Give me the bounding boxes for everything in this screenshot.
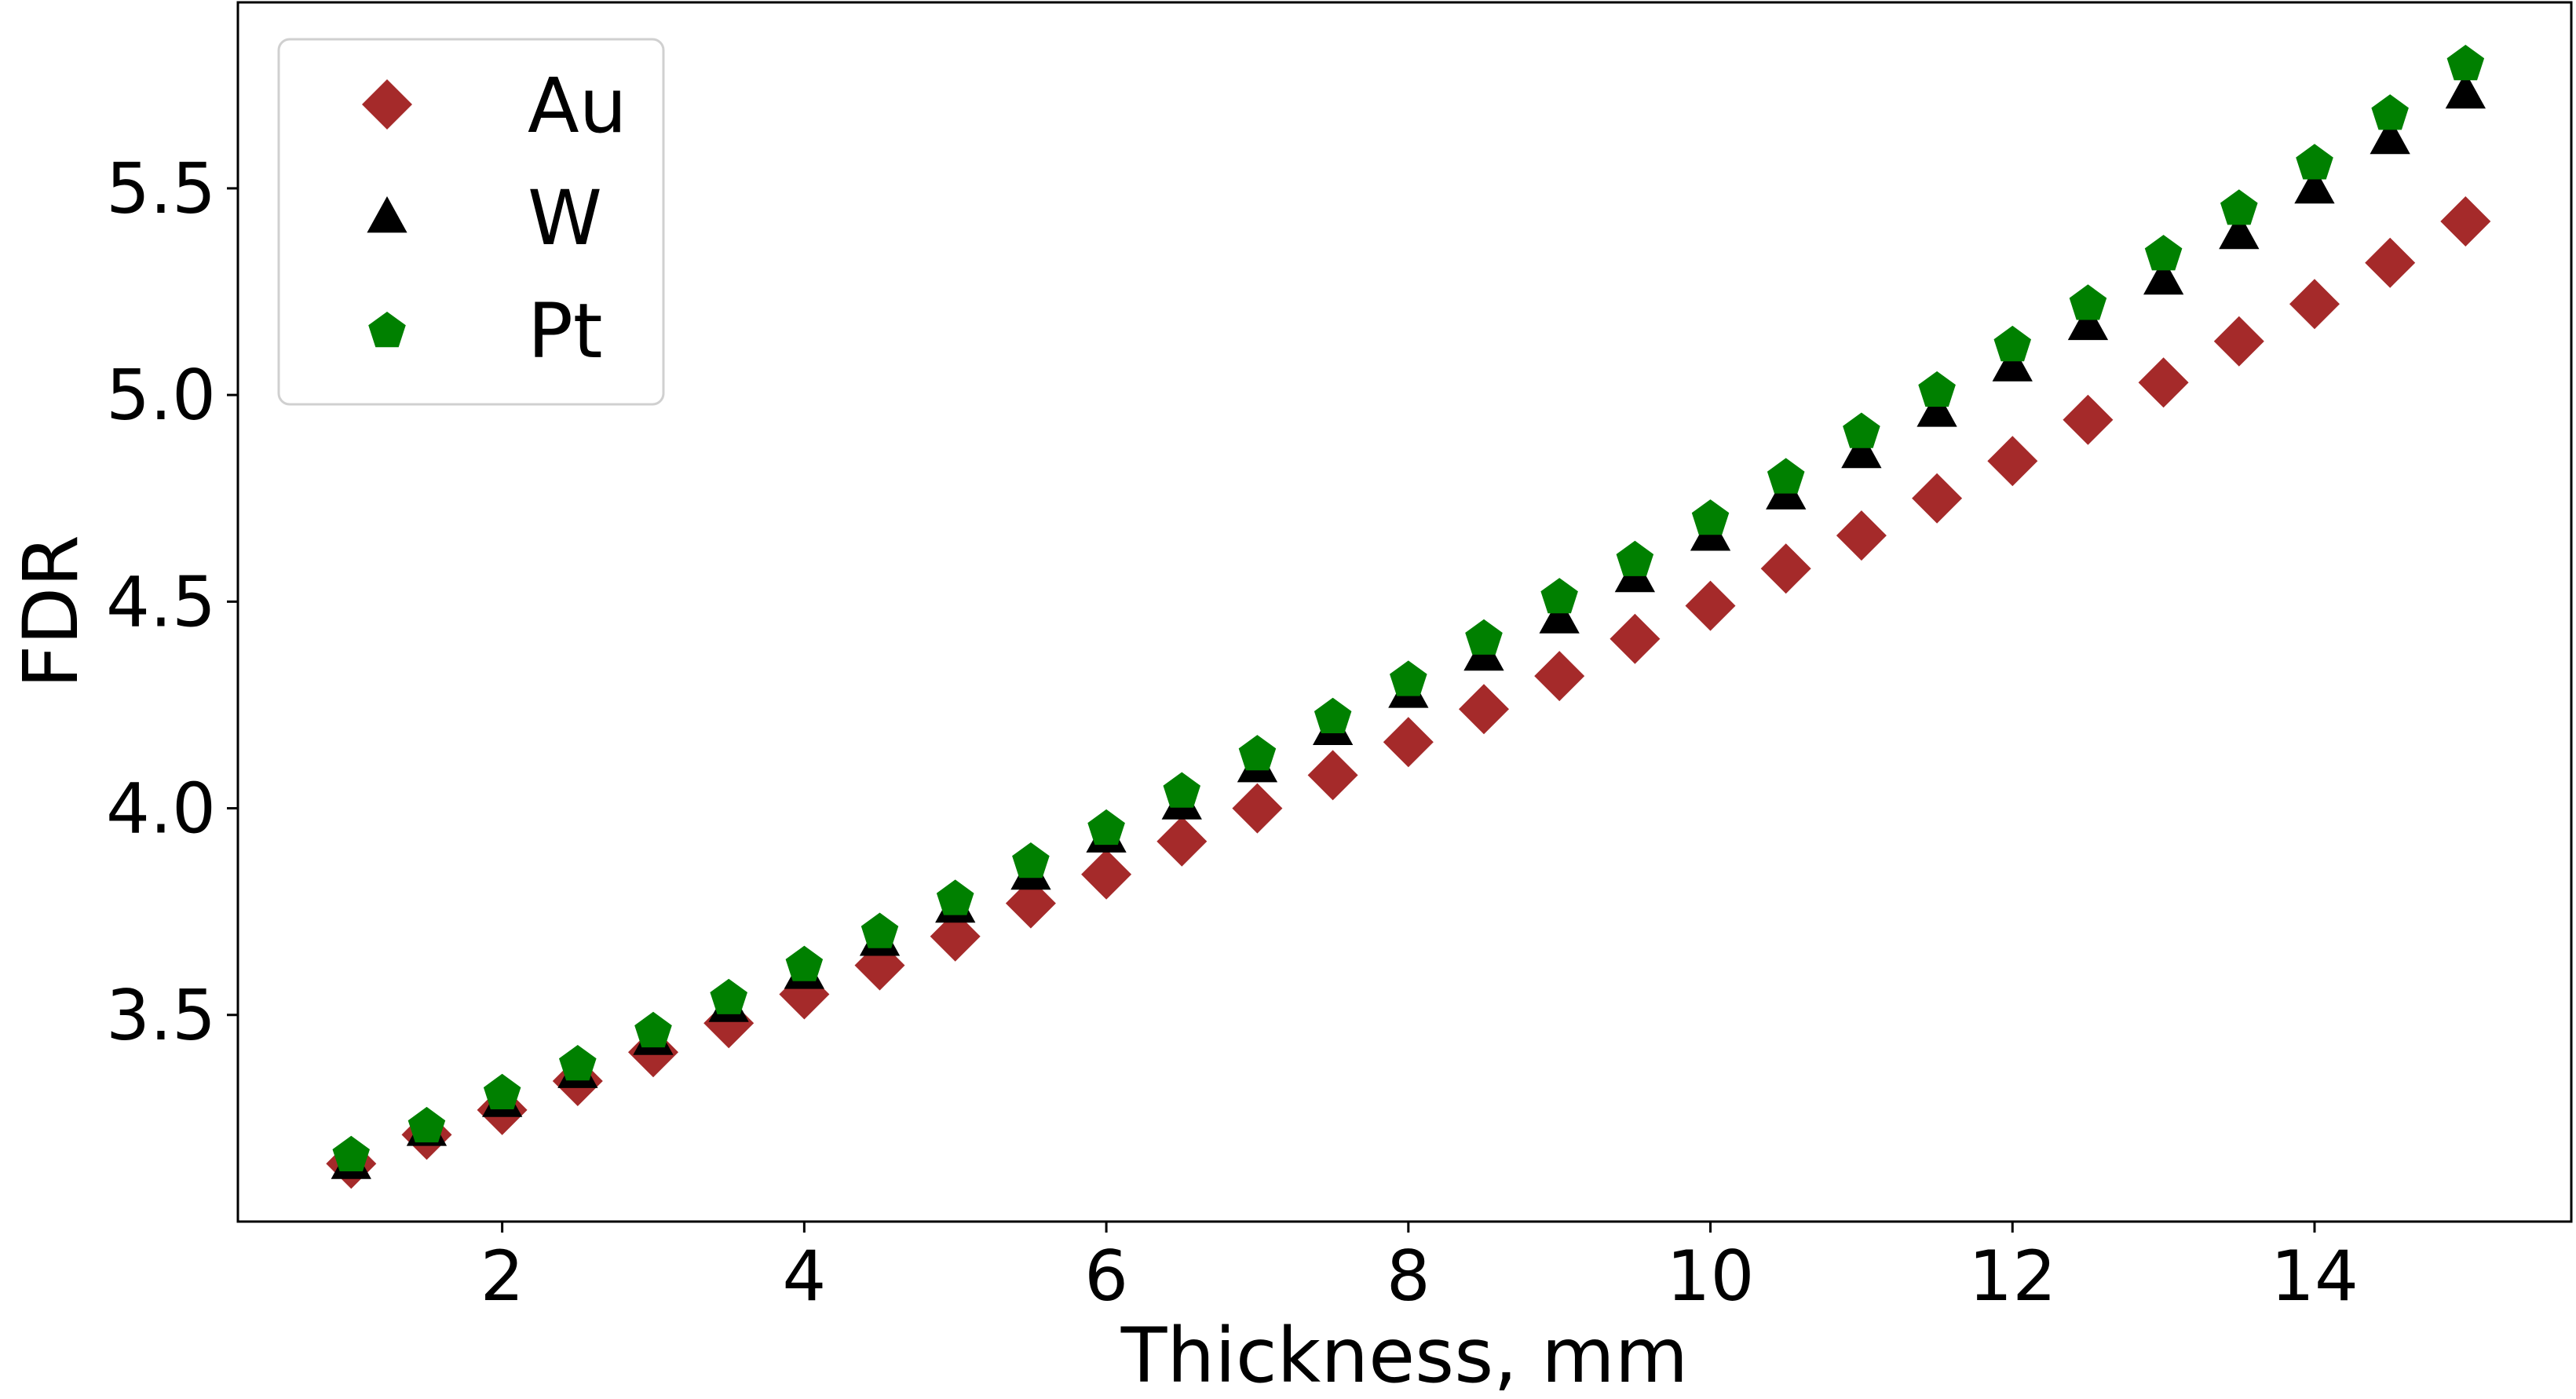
- x-tick-label: 12: [1968, 1236, 2056, 1317]
- x-tick-label: 14: [2271, 1236, 2359, 1317]
- legend: Au W Pt: [277, 38, 665, 406]
- data-point-pt: [1087, 809, 1125, 846]
- data-point-w: [1992, 345, 2033, 382]
- legend-label-pt: Pt: [528, 287, 603, 375]
- data-point-pt: [332, 1135, 370, 1171]
- data-point-pt: [559, 1045, 597, 1081]
- plot-frame: [236, 1, 2573, 1223]
- y-tick-label: 5.5: [106, 148, 216, 229]
- axis-ticks: 2 4 6 8 10 12 14 3.5 4.0 4.5 5.0 5.5: [106, 148, 2359, 1317]
- data-point-pt: [1767, 458, 1805, 494]
- data-point-pt: [936, 879, 974, 915]
- legend-marker-shape: [368, 312, 406, 348]
- data-point-pt: [785, 945, 824, 981]
- legend-marker-shape: [362, 79, 412, 130]
- legend-label-au: Au: [528, 62, 627, 150]
- data-point-pt: [860, 912, 899, 948]
- legend-marker-w: [367, 196, 407, 233]
- data-point-pt: [1993, 325, 2031, 362]
- data-point-au: [1610, 613, 1661, 664]
- data-point-au: [1912, 473, 1963, 524]
- x-tick-label: 10: [1667, 1236, 1755, 1317]
- x-tick-label: 2: [480, 1236, 524, 1317]
- data-point-pt: [1238, 735, 1277, 771]
- data-point-w: [2067, 303, 2109, 341]
- data-point-au: [1685, 580, 1736, 631]
- data-point-pt: [1918, 371, 1956, 407]
- data-point-pt: [2069, 284, 2107, 320]
- data-point-pt: [2446, 45, 2485, 81]
- data-point-au: [1232, 783, 1283, 834]
- y-tick-label: 4.0: [106, 769, 216, 849]
- data-point-w: [2445, 71, 2486, 109]
- data-point-pt: [1843, 412, 1880, 448]
- data-point-pt: [634, 1011, 672, 1048]
- data-point-au: [1534, 651, 1585, 702]
- data-point-w: [1916, 390, 1957, 427]
- data-point-w: [2219, 212, 2260, 250]
- legend-label-w: W: [528, 174, 602, 262]
- data-point-au: [1459, 684, 1509, 735]
- series-pt: [332, 45, 2485, 1171]
- data-point-au: [2213, 316, 2264, 367]
- data-point-pt: [2144, 235, 2183, 271]
- data-point-au: [2440, 196, 2491, 247]
- data-point-pt: [1691, 499, 1730, 535]
- data-point-pt: [2371, 94, 2409, 130]
- legend-marker-au: [362, 79, 412, 130]
- data-point-w: [1539, 597, 1580, 634]
- data-point-pt: [483, 1073, 521, 1109]
- y-tick-label: 4.5: [106, 561, 216, 642]
- data-point-au: [1307, 750, 1358, 801]
- data-point-w: [2143, 258, 2184, 295]
- data-point-w: [1841, 431, 1882, 469]
- x-tick-label: 8: [1387, 1236, 1431, 1317]
- data-point-pt: [2296, 144, 2333, 180]
- data-point-w: [2370, 117, 2410, 155]
- data-point-au: [1760, 543, 1811, 594]
- data-point-pt: [1163, 772, 1200, 808]
- data-point-pt: [407, 1106, 446, 1143]
- data-point-au: [1156, 816, 1208, 867]
- data-point-pt: [710, 978, 747, 1014]
- legend-marker-pt: [368, 312, 406, 348]
- data-point-pt: [2220, 189, 2258, 225]
- data-point-w: [2294, 166, 2335, 204]
- data-point-au: [1383, 717, 1434, 768]
- y-tick-label: 3.5: [106, 975, 216, 1056]
- data-point-pt: [1465, 619, 1503, 655]
- data-point-au: [2365, 237, 2416, 288]
- legend-marker-shape: [367, 196, 407, 233]
- data-point-au: [1836, 510, 1887, 561]
- data-point-pt: [1012, 842, 1050, 878]
- data-point-au: [2289, 279, 2340, 330]
- data-point-pt: [1540, 578, 1578, 614]
- data-point-pt: [1616, 540, 1654, 576]
- data-point-pt: [1390, 660, 1427, 696]
- legend-frame: [277, 38, 665, 406]
- data-point-pt: [1314, 697, 1352, 733]
- x-tick-label: 4: [782, 1236, 826, 1317]
- data-point-au: [930, 911, 981, 962]
- x-tick-label: 6: [1084, 1236, 1128, 1317]
- data-point-au: [1081, 849, 1132, 900]
- data-marks: [326, 45, 2491, 1189]
- data-point-au: [2138, 357, 2189, 408]
- data-point-au: [1005, 878, 1056, 929]
- data-point-au: [2063, 394, 2114, 445]
- y-axis-label: FDR: [7, 535, 95, 689]
- data-point-au: [1987, 436, 2038, 487]
- y-tick-label: 5.0: [106, 355, 216, 436]
- x-axis-label: Thickness, mm: [1120, 1312, 1689, 1399]
